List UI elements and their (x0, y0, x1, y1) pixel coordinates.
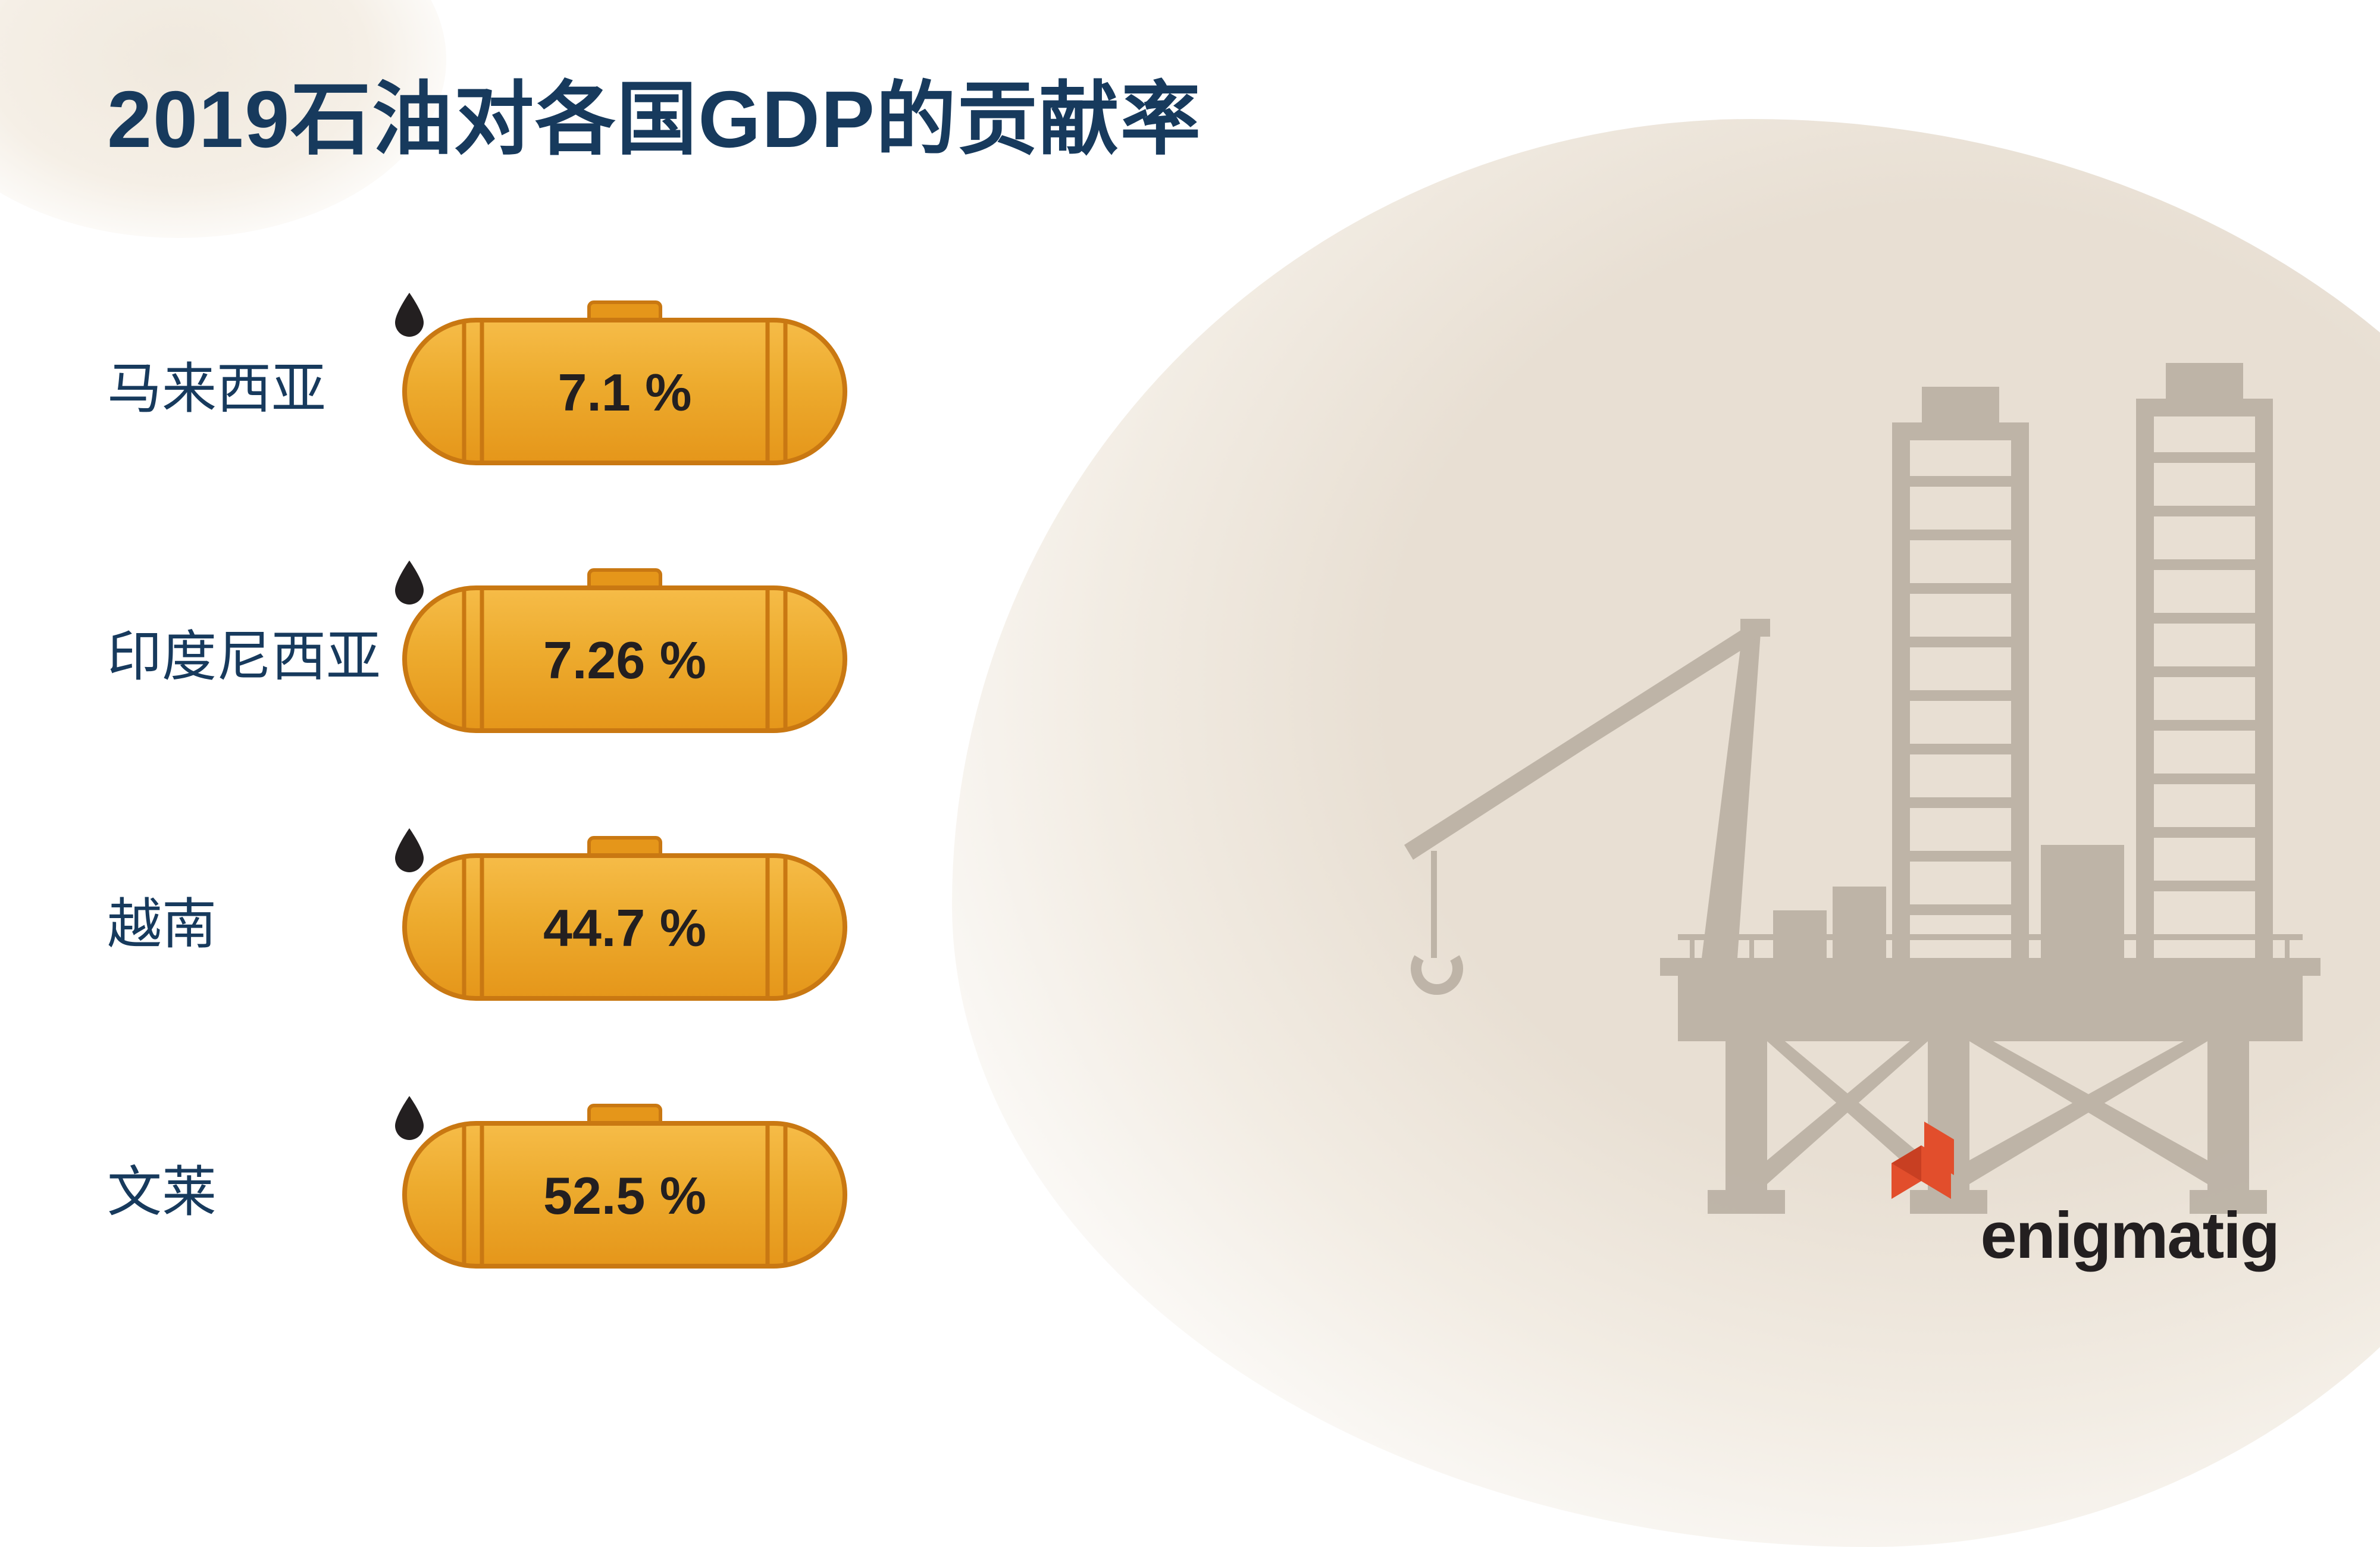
percentage-value: 7.26 % (543, 630, 706, 691)
tank-graphic: 7.1 % (393, 292, 857, 476)
country-row: 文莱 52.5 % (107, 1053, 1000, 1321)
country-label: 马来西亚 (107, 345, 393, 424)
oil-rig-illustration (1321, 327, 2332, 1220)
tank-graphic: 52.5 % (393, 1095, 857, 1279)
brand-logo: enigmatig (1880, 1122, 2279, 1273)
country-label: 印度尼西亚 (107, 612, 393, 691)
country-label: 越南 (107, 880, 393, 959)
oil-drop-icon (393, 827, 426, 872)
percentage-value: 52.5 % (543, 1166, 706, 1226)
country-label: 文莱 (107, 1148, 393, 1227)
percentage-value: 44.7 % (543, 898, 706, 959)
percentage-value: 7.1 % (558, 362, 691, 423)
logo-text: enigmatig (1981, 1198, 2279, 1273)
country-row: 马来西亚 7.1 % (107, 250, 1000, 518)
logo-mark-icon (1868, 1122, 1981, 1217)
country-row: 印度尼西亚 7.26 % (107, 518, 1000, 785)
oil-drop-icon (393, 1095, 426, 1140)
country-row: 越南 44.7 % (107, 785, 1000, 1053)
oil-drop-icon (393, 559, 426, 605)
tank-graphic: 7.26 % (393, 559, 857, 744)
oil-drop-icon (393, 292, 426, 337)
data-rows: 马来西亚 7.1 % (107, 250, 1000, 1321)
page-title: 2019石油对各国GDP的贡献率 (107, 54, 1202, 170)
tank-graphic: 44.7 % (393, 827, 857, 1012)
